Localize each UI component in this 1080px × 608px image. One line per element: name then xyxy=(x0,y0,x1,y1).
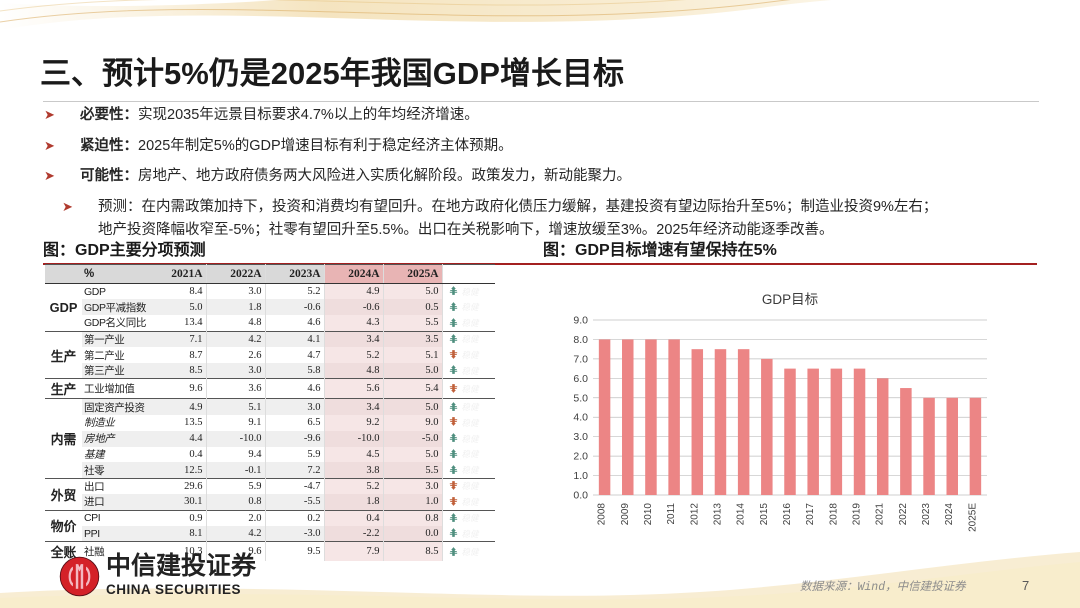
svg-text:2025E: 2025E xyxy=(967,503,978,532)
svg-text:2013: 2013 xyxy=(712,503,723,526)
svg-text:2023: 2023 xyxy=(921,503,932,526)
svg-text:2017: 2017 xyxy=(805,503,816,526)
svg-text:2016: 2016 xyxy=(782,503,793,526)
svg-text:2.0: 2.0 xyxy=(573,451,588,463)
svg-text:7.0: 7.0 xyxy=(573,353,588,365)
svg-text:2018: 2018 xyxy=(828,503,839,526)
svg-text:2010: 2010 xyxy=(643,503,654,526)
svg-text:2022: 2022 xyxy=(898,503,909,526)
svg-text:3.0: 3.0 xyxy=(573,431,588,443)
svg-text:2011: 2011 xyxy=(666,503,677,525)
svg-text:6.0: 6.0 xyxy=(573,373,588,385)
svg-text:2019: 2019 xyxy=(852,503,863,526)
svg-text:2015: 2015 xyxy=(759,503,770,526)
svg-text:2008: 2008 xyxy=(597,503,608,526)
svg-text:8.0: 8.0 xyxy=(573,334,588,346)
svg-text:5.0: 5.0 xyxy=(573,392,588,404)
svg-text:2024: 2024 xyxy=(944,503,955,526)
svg-text:2012: 2012 xyxy=(689,503,700,526)
svg-text:0.0: 0.0 xyxy=(573,490,588,502)
svg-text:2009: 2009 xyxy=(620,503,631,526)
svg-text:2014: 2014 xyxy=(736,503,747,526)
svg-text:1.0: 1.0 xyxy=(573,470,588,482)
svg-text:4.0: 4.0 xyxy=(573,412,588,424)
svg-text:2021: 2021 xyxy=(875,503,886,526)
svg-text:9.0: 9.0 xyxy=(573,315,588,327)
